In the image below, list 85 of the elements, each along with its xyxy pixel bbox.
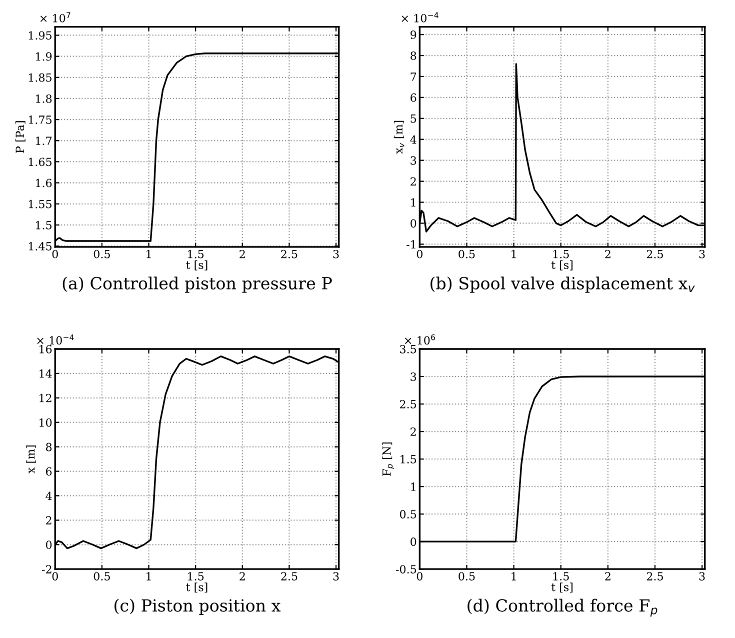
text: × 10$^{7}$ [40,12,70,22]
x-tick-label: 2 [605,572,610,580]
y-tick-label: 0 [410,538,416,546]
text: (d) Controlled force F$_{p}$ [468,598,658,617]
text: × 10$^{6}$ [404,334,436,345]
x-tick-label: 1 [146,572,151,580]
x-tick-label: 0.5 [94,250,110,258]
x-tick-label: 1.5 [553,250,569,258]
text: (a) Controlled piston pressure P [62,276,332,293]
x-tick-label: 3 [699,572,705,580]
x-tick-label: 2 [240,250,245,258]
y-tick-label: 2 [410,177,416,186]
text: (c) Piston position x [114,598,281,615]
x-tick-label: 0.5 [94,572,110,580]
y-tick-label: 0.5 [400,510,416,518]
y-tick-label: 2.5 [400,400,416,408]
x-tick-label: 3 [699,250,705,258]
text: × 10$^{−4}$ [402,12,438,22]
y-tick-label: 3 [410,372,416,381]
y-tick-label: 1 [411,482,416,491]
y-tick-label: 7 [410,72,416,81]
y-tick-label: 2 [410,428,416,436]
x-tick-label: 2.5 [281,572,298,580]
x-tick-label: 0.5 [458,250,475,258]
text: × 10$^{−4}$ [37,334,74,345]
x-axis-title: t [s] [186,260,208,270]
y-tick-label: 1.9 [36,52,52,61]
y-tick-label: 14 [40,369,52,378]
y-tick-label: -0.5 [396,565,416,574]
y-tick-label: 8 [410,51,416,60]
x-tick-label: 1 [146,250,151,258]
x-tick-label: 1.5 [553,572,569,580]
y-tick-label: 1.6 [36,178,52,188]
x-tick-label: 0.5 [458,572,475,580]
y-tick-label: 6 [410,93,416,102]
y-tick-label: 1.8 [36,94,52,103]
x-tick-label: 2.5 [646,572,663,580]
y-tick-label: 0 [46,540,52,550]
y-tick-label: 0 [410,219,416,228]
y-tick-label: 1.95 [28,31,52,40]
y-tick-label: 4 [410,135,416,144]
y-tick-label: -2 [42,565,52,574]
x-tick-label: 2 [605,250,610,258]
x-tick-label: 2 [240,572,245,580]
y-axis-title: x$_{v}$ [m] [394,120,404,154]
y-tick-label: 9 [410,30,416,39]
x-tick-label: 0 [52,250,58,258]
y-axis-title: x [m] [26,445,36,474]
y-tick-label: 1.45 [28,242,52,250]
y-axis-title: F$_{p}$ [N] [382,442,394,476]
x-tick-label: 2.5 [281,250,298,258]
y-tick-label: 3 [410,156,416,165]
x-tick-label: 3 [333,572,339,580]
x-tick-label: 1 [512,250,516,258]
y-tick-label: 1.5 [36,220,52,230]
text: (b) Spool valve displacement x$_{v}$ [430,276,695,293]
x-axis-title: t [s] [186,582,208,593]
x-axis-title: t [s] [551,582,573,593]
y-tick-label: 1.75 [28,116,52,124]
x-tick-label: 3 [333,250,339,258]
y-tick-label: -1 [406,240,416,248]
x-tick-label: 1.5 [188,250,204,258]
y-tick-label: 5 [410,114,416,123]
y-tick-label: 1.85 [28,73,52,82]
y-tick-label: 1.65 [28,158,52,166]
x-tick-label: 0 [52,572,58,580]
y-tick-label: 1.55 [28,200,52,208]
y-tick-label: 1 [411,198,416,206]
y-tick-label: 8 [46,442,52,452]
y-tick-label: 10 [40,418,52,427]
y-tick-label: 3.5 [400,344,416,354]
y-tick-label: 4 [46,492,52,500]
x-tick-label: 0 [416,572,422,580]
y-tick-label: 1.7 [36,136,52,146]
x-tick-label: 1 [512,572,516,580]
y-tick-label: 1.5 [400,455,416,464]
y-tick-label: 12 [40,394,52,402]
x-tick-label: 1.5 [188,572,204,580]
y-tick-label: 6 [46,467,52,476]
x-tick-label: 2.5 [646,250,663,258]
y-axis-title: P [Pa] [15,121,26,153]
y-tick-label: 2 [46,516,52,524]
x-axis-title: t [s] [551,260,573,270]
x-tick-label: 0 [416,250,422,258]
y-tick-label: 16 [40,344,52,354]
